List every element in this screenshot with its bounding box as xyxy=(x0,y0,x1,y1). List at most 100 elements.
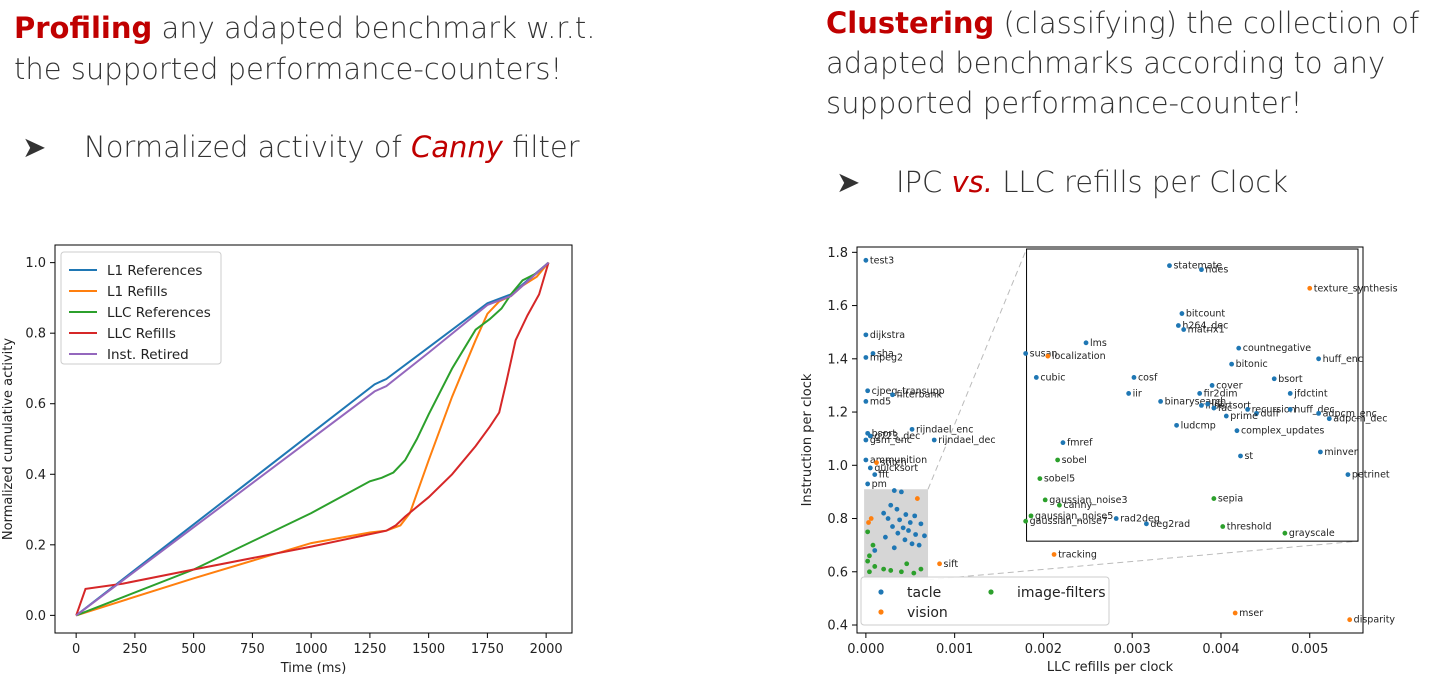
point-label-59: rad2deg xyxy=(1120,514,1160,525)
series-line-4 xyxy=(75,261,550,617)
cluster-point-10 xyxy=(907,520,913,525)
cluster-point-34 xyxy=(911,570,917,576)
point-8 xyxy=(931,437,937,443)
point-38 xyxy=(1199,402,1204,408)
right-bullet-icon: ➤ xyxy=(836,165,861,199)
point-39 xyxy=(1205,401,1211,407)
point-23 xyxy=(1181,327,1187,332)
cluster-point-14 xyxy=(906,528,911,533)
left-heading-bold: Profiling xyxy=(14,11,153,45)
point-label-64: tracking xyxy=(1058,549,1097,560)
point-label-26: susan xyxy=(1030,348,1058,359)
cluster-point-1 xyxy=(898,489,904,495)
cluster-point-25 xyxy=(866,520,871,525)
cluster-point-16 xyxy=(913,532,918,537)
right-bullet-pre: IPC xyxy=(896,165,952,199)
point-13 xyxy=(874,460,879,466)
point-1 xyxy=(863,332,869,338)
cluster-point-3 xyxy=(888,502,894,508)
cluster-point-8 xyxy=(885,516,891,521)
point-label-32: bsort xyxy=(1278,374,1303,385)
right-bullet-em: vs. xyxy=(951,165,994,199)
point-label-63: grayscale xyxy=(1289,528,1335,539)
point-42 xyxy=(1287,406,1293,412)
point-63 xyxy=(1282,530,1288,536)
x-tick-label-2: 500 xyxy=(181,642,206,657)
legend-label-2: LLC References xyxy=(107,305,211,321)
x-tick-label-7: 1750 xyxy=(471,642,504,657)
cluster-point-23 xyxy=(872,548,878,553)
legend-swatch-2 xyxy=(988,589,994,595)
point-label-66: disparity xyxy=(1354,615,1396,626)
cluster-point-26 xyxy=(865,529,871,535)
point-17 xyxy=(937,561,942,567)
cluster-point-12 xyxy=(890,524,895,529)
activity-line-chart: 0 250 500 750 1000 1250 1500 1750 2000 0.0 0.2 0.4 0… xyxy=(1,244,573,676)
right-heading-line1: Clustering (classifying) the collection … xyxy=(826,3,1419,43)
point-59 xyxy=(1113,516,1119,521)
legend-label-1: vision xyxy=(907,605,948,621)
point-31 xyxy=(1131,375,1137,380)
x-tick-label-3: 0.003 xyxy=(1114,642,1151,657)
plot-frame xyxy=(856,246,1364,634)
point-26 xyxy=(1023,351,1029,356)
cluster-point-11 xyxy=(918,521,924,527)
point-11 xyxy=(863,437,869,443)
right-heading-bold: Clustering xyxy=(826,6,995,40)
x-tick-label-6: 1500 xyxy=(412,642,445,657)
point-label-6: md5 xyxy=(870,396,891,407)
point-18 xyxy=(1167,263,1172,269)
point-22 xyxy=(1175,323,1181,328)
cluster-point-24 xyxy=(868,516,874,521)
legend-label-2: image-filters xyxy=(1017,585,1106,601)
legend-swatch-0 xyxy=(878,589,884,595)
point-label-45: prime xyxy=(1230,411,1258,422)
point-25 xyxy=(1236,345,1242,351)
y-tick-label-2: 0.4 xyxy=(25,468,46,483)
y-tick-label-0: 0.4 xyxy=(827,619,848,634)
zoom-inset-frame xyxy=(1026,248,1359,542)
point-label-3: mpeg2 xyxy=(870,352,903,363)
point-32 xyxy=(1271,376,1277,382)
point-label-31: cosf xyxy=(1138,372,1158,383)
point-label-41: recursion xyxy=(1252,404,1296,415)
point-10 xyxy=(867,433,873,439)
left-heading-rest: any adapted benchmark w.r.t. xyxy=(152,11,596,45)
y-tick-label-3: 1.0 xyxy=(827,459,848,474)
point-53 xyxy=(1345,472,1351,478)
point-label-9: bsort xyxy=(872,428,897,439)
x-axis-label: LLC refills per clock xyxy=(1047,660,1174,675)
cluster-point-36 xyxy=(918,566,924,572)
point-label-28: huff_enc xyxy=(1323,354,1363,365)
cluster-point-32 xyxy=(888,568,894,573)
right-bullet-text: IPC vs. LLC refills per Clock xyxy=(896,162,1288,202)
cluster-point-37 xyxy=(867,569,872,575)
cluster-point-0 xyxy=(891,488,897,493)
cluster-point-5 xyxy=(881,510,887,516)
point-16 xyxy=(865,481,871,487)
cluster-point-19 xyxy=(902,537,908,543)
point-label-24: lms xyxy=(1090,338,1107,349)
point-label-51: st xyxy=(1244,451,1253,462)
x-tick-label-4: 1000 xyxy=(295,642,328,657)
point-label-65: mser xyxy=(1239,608,1263,619)
point-40 xyxy=(1211,405,1217,411)
cluster-point-30 xyxy=(872,564,878,569)
point-label-15: fft xyxy=(879,470,890,481)
point-45 xyxy=(1223,413,1229,419)
point-label-43: duff xyxy=(1260,408,1279,419)
left-bullet-em: Canny xyxy=(410,130,503,164)
point-29 xyxy=(1229,361,1235,367)
cluster-point-31 xyxy=(881,566,887,572)
point-15 xyxy=(872,472,878,478)
point-label-48: complex_updates xyxy=(1241,426,1324,437)
y-tick-label-5: 1.0 xyxy=(25,256,46,271)
legend-box xyxy=(860,576,1110,626)
cluster-point-2 xyxy=(914,496,920,501)
legend-label-3: LLC Refills xyxy=(107,326,176,342)
x-tick-label-5: 0.005 xyxy=(1291,642,1328,657)
plot-frame xyxy=(54,244,573,634)
point-label-27: localization xyxy=(1052,351,1106,362)
y-tick-label-1: 0.2 xyxy=(25,538,46,553)
point-label-8: rijndael_dec xyxy=(938,435,995,446)
